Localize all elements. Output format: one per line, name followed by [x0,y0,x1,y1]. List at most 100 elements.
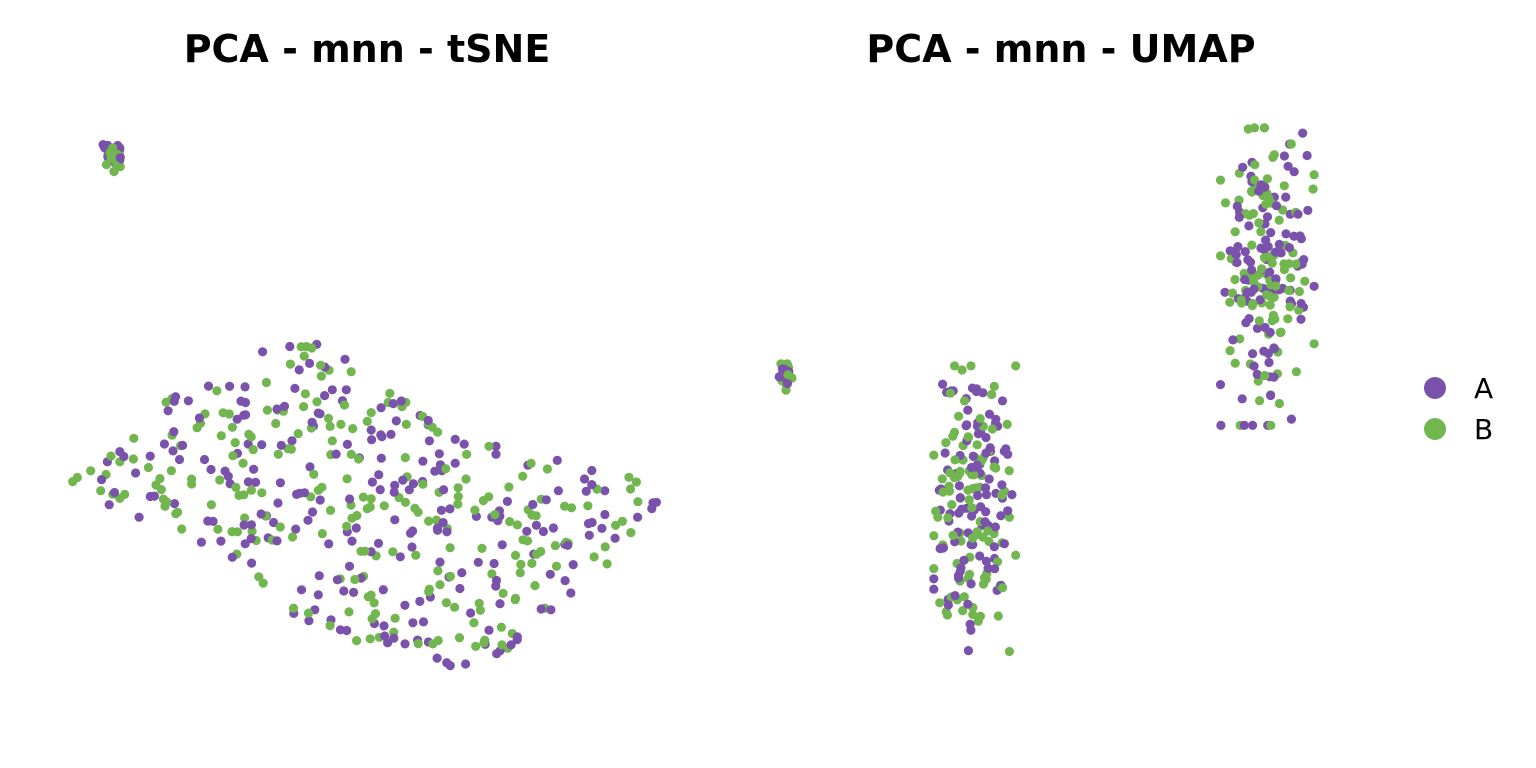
scatter-point-b [238,458,248,468]
scatter-point-a [386,429,396,439]
scatter-point-a [1262,212,1273,222]
scatter-point-a [290,383,300,393]
scatter-point-a [1281,229,1291,239]
scatter-point-b [602,559,612,569]
scatter-point-b [418,479,428,489]
scatter-point-b [288,603,299,613]
scatter-point-b [1248,209,1258,219]
scatter-point-b [156,485,166,495]
scatter-point-a [314,571,324,581]
scatter-point-a [206,464,216,475]
scatter-point-b [1294,286,1304,297]
scatter-point-a [1266,228,1276,238]
scatter-point-b [230,438,240,448]
scatter-point-b [1309,339,1319,349]
scatter-point-b [285,359,295,369]
scatter-point-a [980,517,990,527]
scatter-point-a [1286,414,1296,424]
scatter-point-a [396,396,406,406]
scatter-point-b [336,419,346,429]
scatter-point-a [239,520,249,530]
scatter-point-a [989,542,999,552]
scatter-point-b [257,488,267,498]
scatter-point-b [948,431,958,441]
scatter-point-b [160,501,170,511]
scatter-point-a [1232,257,1242,268]
scatter-point-a [491,449,501,459]
scatter-point-b [312,397,322,407]
scatter-point-a [981,556,992,566]
scatter-point-b [1309,170,1319,180]
scatter-point-b [1004,466,1014,476]
scatter-point-a [985,443,995,453]
scatter-point-a [442,527,452,537]
scatter-point-a [199,454,210,465]
scatter-point-a [149,491,159,501]
scatter-point-b [993,611,1003,621]
panel-title-tsne: PCA - mnn - tSNE [184,27,551,71]
scatter-point-b [424,516,434,526]
scatter-point-b [518,535,528,545]
scatter-point-b [283,444,293,454]
scatter-point-b [1215,175,1226,185]
scatter-point-b [969,470,979,480]
scatter-point-b [1250,160,1260,170]
scatter-point-b [945,388,956,398]
scatter-point-b [316,371,326,381]
scatter-point-b [626,484,636,494]
scatter-point-a [434,449,444,459]
scatter-point-a [466,608,476,618]
scatter-point-a [438,518,448,528]
scatter-point-a [432,653,442,663]
scatter-point-b [227,422,237,432]
scatter-point-b [997,490,1007,500]
scatter-point-b [950,361,960,371]
scatter-point-b [155,474,165,484]
scatter-point-a [227,552,237,562]
scatter-point-b [477,543,487,554]
scatter-point-b [1300,276,1310,286]
scatter-point-b [617,516,628,527]
scatter-point-a [1240,274,1250,285]
scatter-point-b [424,587,434,597]
scatter-point-a [1271,201,1282,211]
scatter-point-b [433,635,443,646]
scatter-point-b [1274,215,1284,225]
scatter-point-a [1264,357,1274,368]
scatter-point-a [938,543,948,553]
scatter-point-a [134,512,144,522]
scatter-point-b [1230,358,1240,368]
scatter-point-b [166,466,176,476]
scatter-point-a [1247,265,1257,275]
scatter-point-a [366,425,376,435]
scatter-point-a [249,464,259,474]
scatter-point-b [941,438,951,448]
scatter-point-b [1291,367,1301,377]
scatter-point-a [1248,349,1258,359]
scatter-point-a [445,504,455,514]
scatter-point-a [566,588,576,598]
scatter-point-b [935,598,945,608]
scatter-point-b [227,527,237,537]
scatter-point-a [983,563,993,573]
scatter-point-b [1230,274,1240,285]
scatter-point-b [86,466,96,476]
scatter-point-b [496,622,506,632]
scatter-point-a [999,539,1010,549]
scatter-point-b [542,464,553,474]
scatter-point-b [968,533,978,543]
scatter-point-a [1289,167,1299,177]
scatter-point-b [313,485,323,495]
scatter-point-b [589,552,599,562]
scatter-point-a [984,474,994,484]
scatter-point-b [1002,419,1012,429]
scatter-point-b [445,543,455,553]
scatter-point-a [273,498,283,508]
scatter-point-a [1303,205,1313,215]
scatter-point-b [1285,302,1295,312]
scatter-point-a [587,480,597,490]
scatter-point-b [1268,152,1278,162]
legend-marker-a [1424,377,1446,399]
scatter-point-b [1270,314,1280,324]
scatter-point-a [341,385,351,395]
